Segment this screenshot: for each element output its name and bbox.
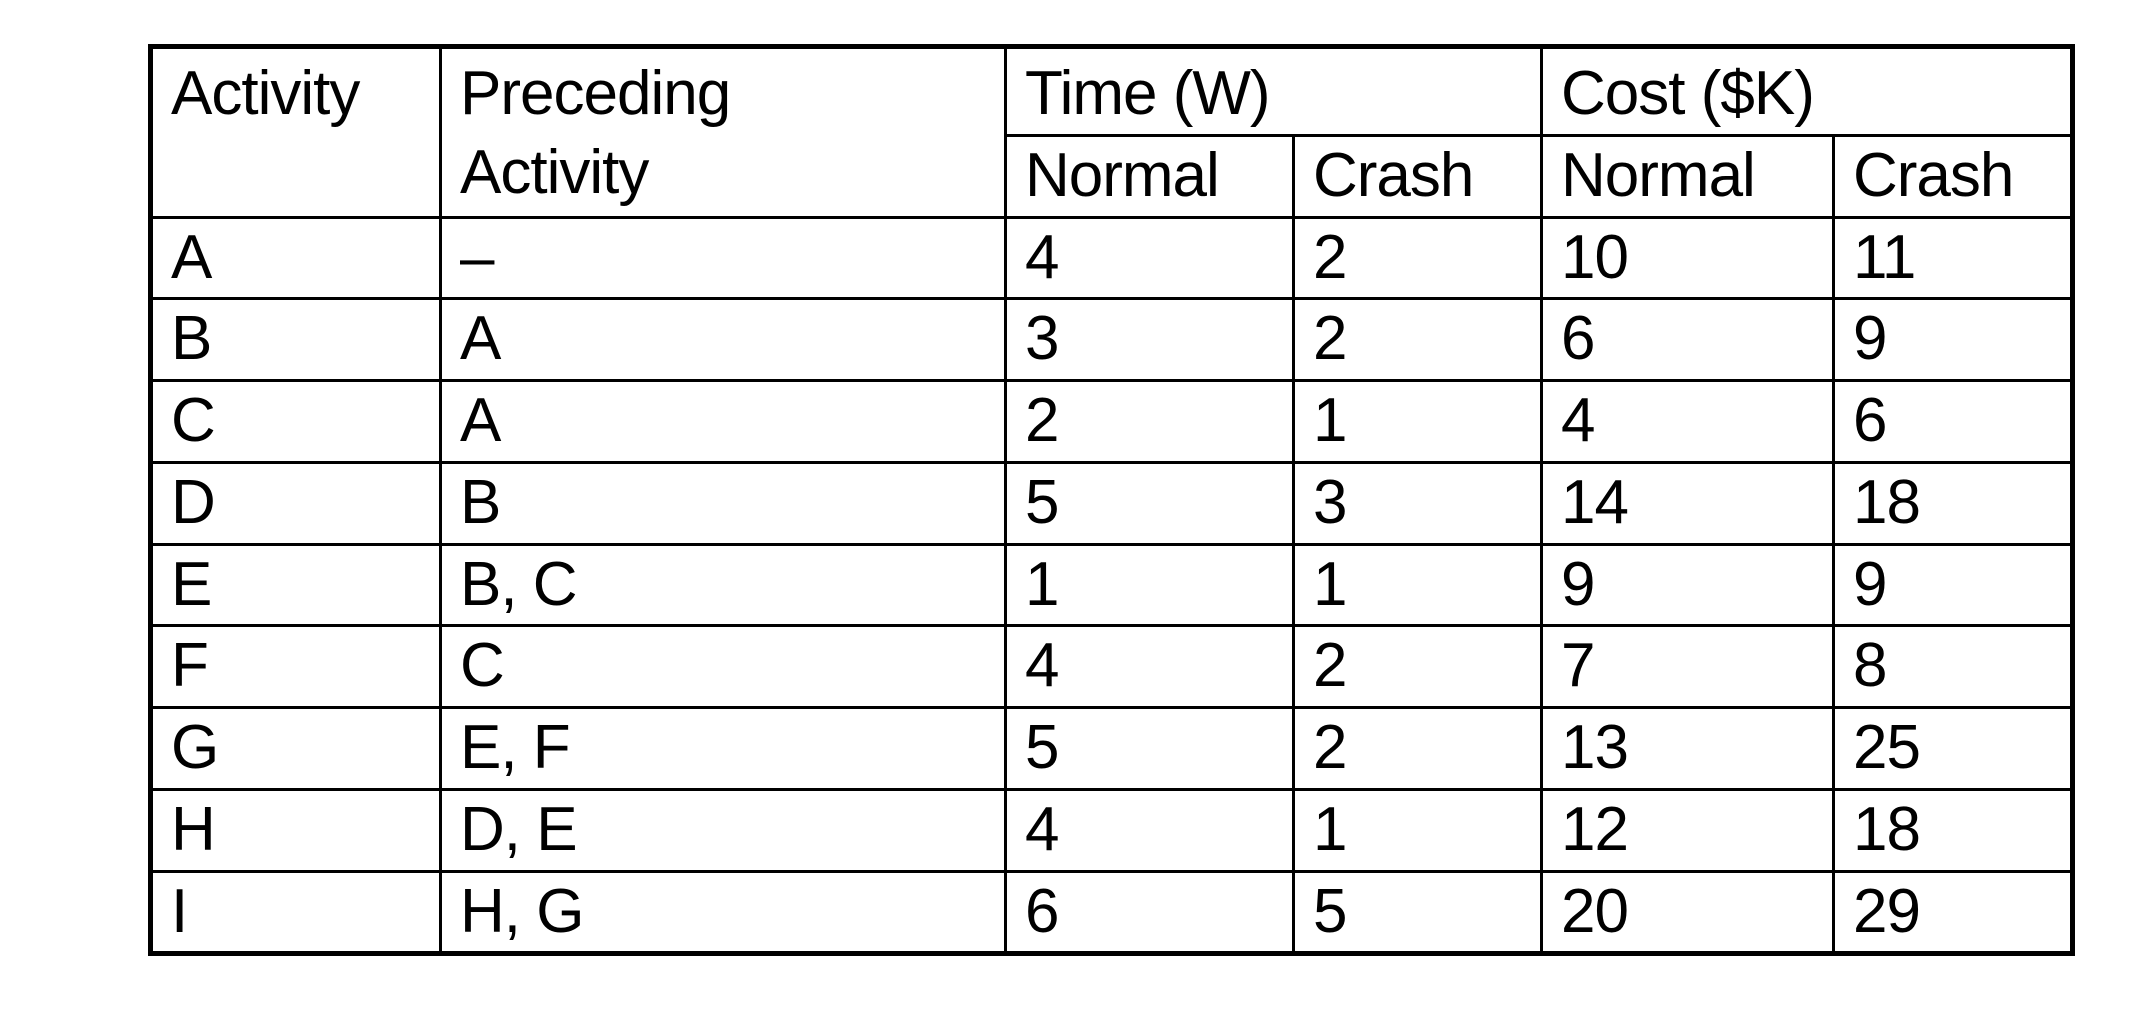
time-normal-cell: 5 bbox=[1004, 706, 1295, 791]
activity-column-header: Activity bbox=[149, 45, 442, 219]
activity-cell: D bbox=[149, 460, 442, 546]
table-row: I H, G 6 5 20 29 bbox=[149, 869, 2075, 956]
table-row: F C 4 2 7 8 bbox=[149, 624, 2075, 710]
cost-crash-cell: 9 bbox=[1832, 542, 2075, 628]
cost-normal-cell: 7 bbox=[1540, 624, 1836, 710]
header-row-groups: Activity Preceding Activity Time (W) Cos… bbox=[149, 45, 2075, 219]
time-crash-cell: 3 bbox=[1291, 460, 1544, 546]
time-crash-cell: 2 bbox=[1291, 624, 1544, 710]
time-crash-cell: 5 bbox=[1291, 869, 1544, 956]
activity-cell: C bbox=[149, 379, 442, 464]
cost-normal-cell: 12 bbox=[1540, 787, 1836, 873]
cost-normal-cell: 10 bbox=[1540, 215, 1836, 301]
preceding-cell: – bbox=[439, 215, 1007, 301]
time-normal-cell: 3 bbox=[1004, 297, 1295, 383]
preceding-cell: E, F bbox=[439, 706, 1007, 791]
activity-cell: A bbox=[149, 215, 442, 301]
time-crash-cell: 2 bbox=[1291, 706, 1544, 791]
time-normal-cell: 2 bbox=[1004, 379, 1295, 464]
table-row: D B 5 3 14 18 bbox=[149, 460, 2075, 546]
table-row: C A 2 1 4 6 bbox=[149, 379, 2075, 464]
cost-crash-cell: 9 bbox=[1832, 297, 2075, 383]
cost-normal-cell: 9 bbox=[1540, 542, 1836, 628]
time-normal-cell: 6 bbox=[1004, 869, 1295, 956]
cost-normal-header: Normal bbox=[1540, 134, 1836, 219]
table-row: A – 4 2 10 11 bbox=[149, 215, 2075, 301]
preceding-cell: H, G bbox=[439, 869, 1007, 956]
activity-crash-table: Activity Preceding Activity Time (W) Cos… bbox=[148, 44, 2076, 957]
time-crash-cell: 1 bbox=[1291, 379, 1544, 464]
cost-normal-cell: 20 bbox=[1540, 869, 1836, 956]
activity-cell: F bbox=[149, 624, 442, 710]
table-row: G E, F 5 2 13 25 bbox=[149, 706, 2075, 791]
table-row: H D, E 4 1 12 18 bbox=[149, 787, 2075, 873]
cost-crash-cell: 18 bbox=[1832, 460, 2075, 546]
cost-crash-cell: 25 bbox=[1832, 706, 2075, 791]
cost-normal-cell: 6 bbox=[1540, 297, 1836, 383]
time-crash-header: Crash bbox=[1291, 134, 1544, 219]
time-normal-cell: 4 bbox=[1004, 215, 1295, 301]
cost-normal-cell: 13 bbox=[1540, 706, 1836, 791]
time-crash-cell: 2 bbox=[1291, 297, 1544, 383]
time-group-header: Time (W) bbox=[1003, 45, 1544, 137]
cost-crash-header: Crash bbox=[1832, 134, 2075, 219]
cost-crash-cell: 29 bbox=[1832, 869, 2075, 956]
activity-cell: B bbox=[149, 297, 442, 383]
preceding-cell: A bbox=[439, 379, 1007, 464]
time-normal-cell: 4 bbox=[1004, 624, 1295, 710]
preceding-cell: D, E bbox=[439, 787, 1007, 873]
header-row-subcolumns: Normal Crash Normal Crash bbox=[151, 134, 2075, 219]
preceding-cell: C bbox=[439, 624, 1007, 710]
activity-cell: E bbox=[149, 542, 442, 628]
cost-normal-cell: 14 bbox=[1540, 460, 1836, 546]
activity-cell: H bbox=[149, 787, 442, 873]
cost-group-header: Cost ($K) bbox=[1540, 45, 2075, 137]
time-normal-cell: 1 bbox=[1004, 542, 1295, 628]
cost-crash-cell: 6 bbox=[1832, 379, 2075, 464]
cost-normal-cell: 4 bbox=[1540, 379, 1836, 464]
activity-cell: I bbox=[149, 869, 442, 956]
table-row: B A 3 2 6 9 bbox=[149, 297, 2075, 383]
cost-crash-cell: 11 bbox=[1832, 215, 2075, 301]
cost-crash-cell: 18 bbox=[1832, 787, 2075, 873]
time-crash-cell: 2 bbox=[1291, 215, 1544, 301]
preceding-cell: B bbox=[439, 460, 1007, 546]
preceding-cell: B, C bbox=[439, 542, 1007, 628]
time-crash-cell: 1 bbox=[1291, 542, 1544, 628]
time-crash-cell: 1 bbox=[1291, 787, 1544, 873]
time-normal-header: Normal bbox=[1004, 134, 1295, 219]
cost-crash-cell: 8 bbox=[1832, 624, 2075, 710]
time-normal-cell: 5 bbox=[1004, 460, 1295, 546]
time-normal-cell: 4 bbox=[1004, 787, 1295, 873]
activity-table-container: Activity Preceding Activity Time (W) Cos… bbox=[148, 44, 2076, 957]
activity-cell: G bbox=[149, 706, 442, 791]
preceding-cell: A bbox=[439, 297, 1007, 383]
table-row: E B, C 1 1 9 9 bbox=[149, 542, 2075, 628]
preceding-activity-column-header: Preceding Activity bbox=[439, 45, 1007, 219]
